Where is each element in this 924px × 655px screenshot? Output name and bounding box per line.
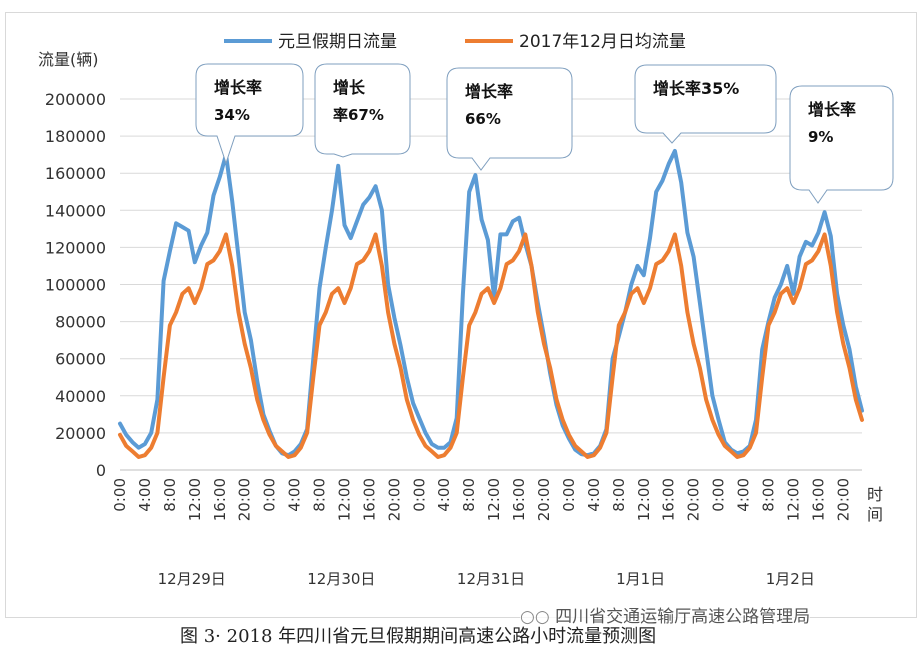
callout: 增长率 9% — [789, 85, 894, 204]
y-tick-label: 180000 — [45, 127, 106, 146]
x-tick-label: 4:00 — [735, 478, 753, 512]
x-tick-label: 16:00 — [211, 478, 229, 521]
x-tick-label: 12:00 — [635, 478, 653, 521]
x-tick-label: 16:00 — [510, 478, 528, 521]
x-tick-label: 20:00 — [685, 478, 703, 521]
day-label: 12月31日 — [457, 570, 525, 588]
x-tick-label: 12:00 — [485, 478, 503, 521]
callout-bubble — [446, 67, 573, 171]
day-label: 1月2日 — [766, 570, 815, 588]
callout-label: 增长 — [333, 78, 366, 97]
y-tick-label: 20000 — [55, 424, 106, 443]
callout-bubble — [195, 63, 304, 165]
callout-value: 率67% — [333, 106, 384, 124]
chart-frame — [5, 12, 917, 618]
x-axis-label: 间 — [867, 505, 883, 524]
callout-bubble — [789, 85, 894, 204]
x-tick-label: 8:00 — [759, 478, 777, 512]
callout-value: 34% — [214, 106, 250, 124]
x-tick-label: 20:00 — [385, 478, 403, 521]
day-label: 12月30日 — [307, 570, 375, 588]
callout-value: 66% — [465, 110, 501, 128]
y-tick-label: 100000 — [45, 276, 106, 295]
day-label: 12月29日 — [158, 570, 226, 588]
callout-label: 增长率35% — [653, 79, 739, 98]
legend-label: 2017年12月日均流量 — [519, 32, 686, 52]
x-tick-label: 4:00 — [435, 478, 453, 512]
y-tick-label: 200000 — [45, 90, 106, 109]
callout: 增长率35% — [634, 64, 777, 144]
x-tick-label: 0:00 — [560, 478, 578, 512]
callout-value: 9% — [808, 128, 833, 146]
x-tick-label: 12:00 — [186, 478, 204, 521]
callout-bubble — [634, 64, 777, 144]
x-tick-label: 8:00 — [311, 478, 329, 512]
watermark: ○○ 四川省交通运输厅高速公路管理局 — [520, 602, 811, 627]
y-tick-label: 120000 — [45, 238, 106, 257]
x-tick-label: 16:00 — [809, 478, 827, 521]
callout-label: 增长率 — [214, 78, 262, 97]
watermark-text: 四川省交通运输厅高速公路管理局 — [555, 607, 811, 627]
x-tick-label: 8:00 — [610, 478, 628, 512]
callout-bubble — [314, 63, 411, 158]
callout: 增长率 34% — [195, 63, 304, 165]
x-tick-label: 16:00 — [660, 478, 678, 521]
y-axis-label: 流量(辆) — [38, 50, 99, 69]
x-tick-label: 16:00 — [360, 478, 378, 521]
x-tick-label: 12:00 — [335, 478, 353, 521]
series-line-0 — [118, 148, 864, 458]
x-tick-label: 0:00 — [710, 478, 728, 512]
callout: 增长率 66% — [446, 67, 573, 171]
wechat-icon: ○○ — [520, 607, 550, 627]
y-tick-label: 0 — [96, 461, 106, 480]
x-tick-label: 8:00 — [161, 478, 179, 512]
series-line-1 — [118, 232, 864, 459]
x-tick-label: 20:00 — [236, 478, 254, 521]
y-tick-label: 60000 — [55, 350, 106, 369]
figure-caption: 图 3· 2018 年四川省元旦假期期间高速公路小时流量预测图 — [180, 626, 657, 647]
x-tick-label: 8:00 — [460, 478, 478, 512]
x-tick-label: 20:00 — [834, 478, 852, 521]
callout-label: 增长率 — [808, 100, 856, 119]
x-tick-label: 20:00 — [535, 478, 553, 521]
y-tick-label: 40000 — [55, 387, 106, 406]
y-tick-label: 160000 — [45, 164, 106, 183]
x-tick-label: 4:00 — [585, 478, 603, 512]
day-label: 1月1日 — [616, 570, 665, 588]
legend-label: 元旦假期日流量 — [278, 32, 397, 52]
x-tick-label: 4:00 — [136, 478, 154, 512]
y-tick-label: 80000 — [55, 313, 106, 332]
callout-label: 增长率 — [465, 82, 513, 101]
y-tick-label: 140000 — [45, 201, 106, 220]
x-tick-label: 0:00 — [410, 478, 428, 512]
x-tick-label: 4:00 — [286, 478, 304, 512]
x-tick-label: 12:00 — [784, 478, 802, 521]
x-tick-label: 0:00 — [261, 478, 279, 512]
x-axis-label: 时 — [867, 485, 883, 504]
x-tick-label: 0:00 — [111, 478, 129, 512]
